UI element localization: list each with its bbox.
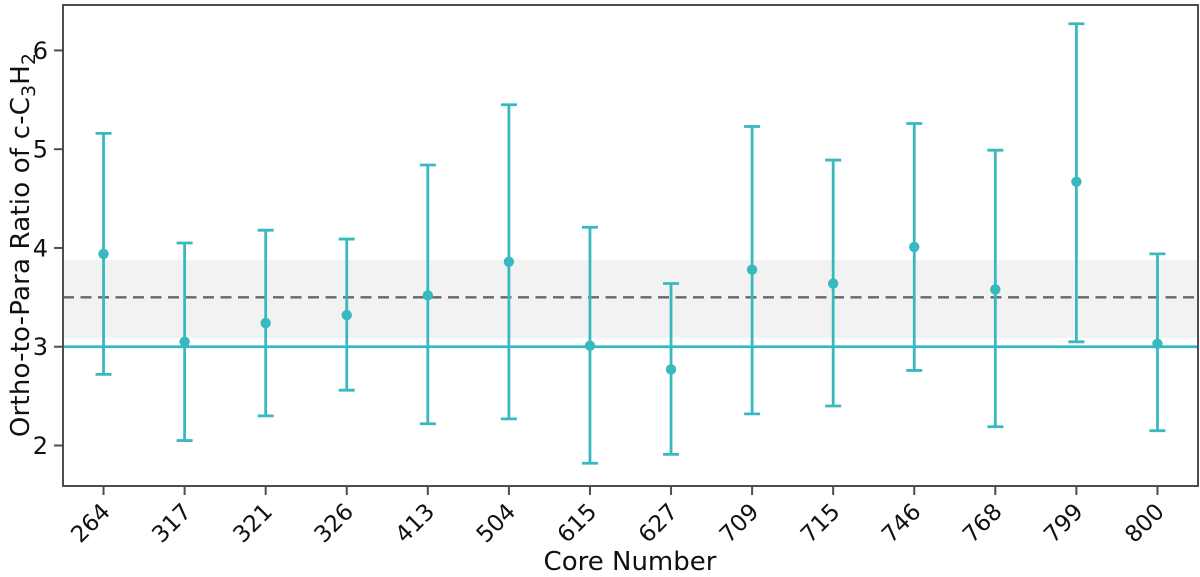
y-tick-label: 3 [33, 333, 48, 361]
x-tick-label: 317 [147, 499, 196, 548]
x-tick-label: 413 [391, 499, 440, 548]
x-tick-label: 768 [958, 499, 1007, 548]
data-point-marker [827, 278, 839, 289]
data-point-marker [909, 241, 920, 253]
x-tick-label: 504 [472, 499, 521, 548]
error-bar-768 [987, 148, 1004, 429]
y-axis-label: Ortho-to-Para Ratio of c-C3H2 [6, 53, 40, 437]
error-bar-799 [1068, 22, 1085, 344]
reference-band [63, 259, 1198, 338]
error-bar-317 [176, 241, 193, 442]
data-point-marker [990, 284, 1001, 295]
x-tick-label: 264 [66, 499, 115, 548]
data-point-marker [584, 340, 596, 351]
error-bar-504 [500, 103, 517, 421]
data-point-marker [746, 264, 758, 275]
x-axis-label: Core Number [543, 547, 717, 577]
data-point-marker [341, 309, 352, 321]
error-bar-627 [663, 282, 680, 456]
error-bar-413 [419, 163, 436, 426]
error-bar-264 [95, 131, 112, 376]
y-tick-label: 2 [33, 432, 48, 460]
data-point-marker [179, 336, 190, 347]
data-point-marker [503, 256, 515, 267]
error-bar-715 [825, 158, 842, 408]
x-tick-label: 799 [1039, 499, 1088, 548]
data-point-marker [1071, 176, 1082, 187]
y-axis-label-text-h: H [5, 64, 36, 85]
x-tick-label: 326 [310, 499, 359, 548]
y-tick-label: 4 [33, 234, 48, 262]
data-point-marker [260, 317, 271, 329]
data-point-marker [1152, 338, 1163, 349]
y-tick-label: 6 [33, 37, 48, 65]
data-point-marker [665, 364, 677, 375]
x-tick-label: 800 [1120, 499, 1169, 548]
data-point-marker [422, 290, 434, 301]
error-bar-800 [1149, 252, 1166, 433]
error-bar-615 [581, 225, 598, 465]
x-tick-label: 627 [634, 499, 683, 548]
axes-spines [62, 4, 1199, 487]
x-tick-label: 709 [715, 499, 764, 548]
x-tick-label: 321 [228, 499, 277, 548]
x-tick-label: 715 [796, 499, 845, 548]
x-tick-label: 615 [553, 499, 602, 548]
y-tick-label: 5 [33, 136, 48, 164]
error-bar-709 [744, 125, 761, 416]
error-bar-326 [338, 237, 355, 392]
x-tick-label: 746 [877, 499, 926, 548]
data-point-marker [98, 248, 109, 260]
y-axis-label-text: Ortho-to-Para Ratio of c-C [5, 96, 36, 438]
y-axis-label-sub3: 3 [19, 84, 41, 97]
error-bar-746 [906, 122, 923, 372]
y-axis-label-sub2: 2 [19, 52, 41, 65]
error-bar-321 [257, 228, 274, 418]
